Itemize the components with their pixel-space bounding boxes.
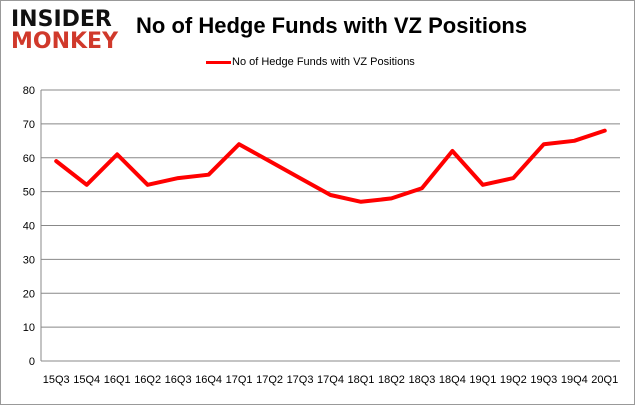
y-tick-label: 80: [23, 85, 35, 97]
x-tick-label: 18Q3: [408, 374, 435, 386]
x-tick-label: 18Q4: [439, 374, 466, 386]
legend: No of Hedge Funds with VZ Positions: [206, 56, 415, 68]
x-tick-label: 17Q4: [317, 374, 344, 386]
x-tick-label: 19Q1: [469, 374, 496, 386]
x-tick-label: 19Q2: [500, 374, 527, 386]
series-line: [54, 128, 607, 204]
x-tick-label: 20Q1: [591, 374, 618, 386]
x-tick-label: 16Q1: [104, 374, 131, 386]
y-tick-label: 70: [23, 119, 35, 131]
logo-line2: MONKEY: [11, 29, 119, 54]
x-tick-label: 17Q3: [287, 374, 314, 386]
x-tick-label: 19Q4: [561, 374, 588, 386]
x-tick-label: 17Q2: [256, 374, 283, 386]
y-tick-label: 20: [23, 288, 35, 300]
logo-line1: INSIDER: [11, 7, 112, 32]
x-tick-label: 17Q1: [226, 374, 253, 386]
x-tick-label: 15Q3: [43, 374, 70, 386]
y-tick-label: 50: [23, 187, 35, 199]
x-tick-label: 15Q4: [73, 374, 100, 386]
y-tick-label: 30: [23, 254, 35, 266]
y-tick-label: 0: [29, 356, 35, 368]
x-tick-label: 18Q1: [348, 374, 375, 386]
y-tick-label: 10: [23, 322, 35, 334]
x-tick-label: 18Q2: [378, 374, 405, 386]
x-tick-label: 16Q2: [134, 374, 161, 386]
x-tick-label: 16Q4: [195, 374, 222, 386]
y-tick-label: 60: [23, 153, 35, 165]
x-tick-label: 19Q3: [530, 374, 557, 386]
y-tick-label: 40: [23, 221, 35, 233]
chart-title: No of Hedge Funds with VZ Positions: [136, 13, 528, 38]
legend-label: No of Hedge Funds with VZ Positions: [232, 56, 415, 68]
legend-swatch: [206, 60, 231, 64]
insider-monkey-logo: INSIDER MONKEY: [11, 7, 121, 55]
x-tick-label: 16Q3: [165, 374, 192, 386]
